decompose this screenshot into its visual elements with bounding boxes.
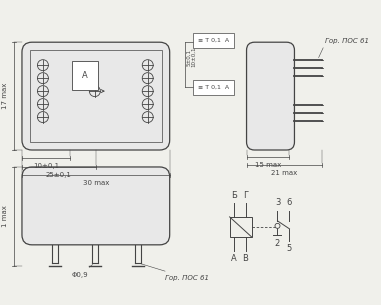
FancyBboxPatch shape	[22, 167, 170, 245]
Text: A: A	[231, 254, 237, 263]
Text: 3: 3	[275, 198, 280, 207]
Text: 6: 6	[287, 198, 292, 207]
Text: 21 max: 21 max	[271, 170, 298, 176]
Text: 5: 5	[287, 244, 292, 253]
Text: Φ0,9: Φ0,9	[72, 264, 93, 278]
Text: 5±0,1: 5±0,1	[187, 49, 192, 66]
Text: 10±0,1: 10±0,1	[190, 47, 196, 67]
Text: ≡ T 0,1  A: ≡ T 0,1 A	[198, 38, 229, 43]
Text: Б: Б	[231, 191, 237, 200]
Text: В: В	[243, 254, 248, 263]
Text: ≡ T 0,1  A: ≡ T 0,1 A	[198, 84, 229, 90]
Text: Гор. ПОС 61: Гор. ПОС 61	[141, 264, 209, 281]
Circle shape	[275, 223, 280, 228]
Bar	[230, 217, 251, 237]
Text: 17 max: 17 max	[2, 83, 8, 109]
Text: 2: 2	[275, 239, 280, 248]
Text: 25±0,1: 25±0,1	[46, 172, 72, 178]
FancyBboxPatch shape	[22, 42, 170, 150]
Text: Гор. ПОС 61: Гор. ПОС 61	[325, 38, 370, 44]
Text: 10±0,1: 10±0,1	[33, 163, 59, 169]
Text: Г: Г	[243, 191, 248, 200]
Text: 15 max: 15 max	[255, 162, 281, 168]
FancyBboxPatch shape	[247, 42, 295, 150]
Text: 1 max: 1 max	[2, 206, 8, 227]
Text: 30 max: 30 max	[83, 180, 109, 186]
Bar	[30, 50, 162, 142]
Text: A: A	[82, 71, 88, 80]
